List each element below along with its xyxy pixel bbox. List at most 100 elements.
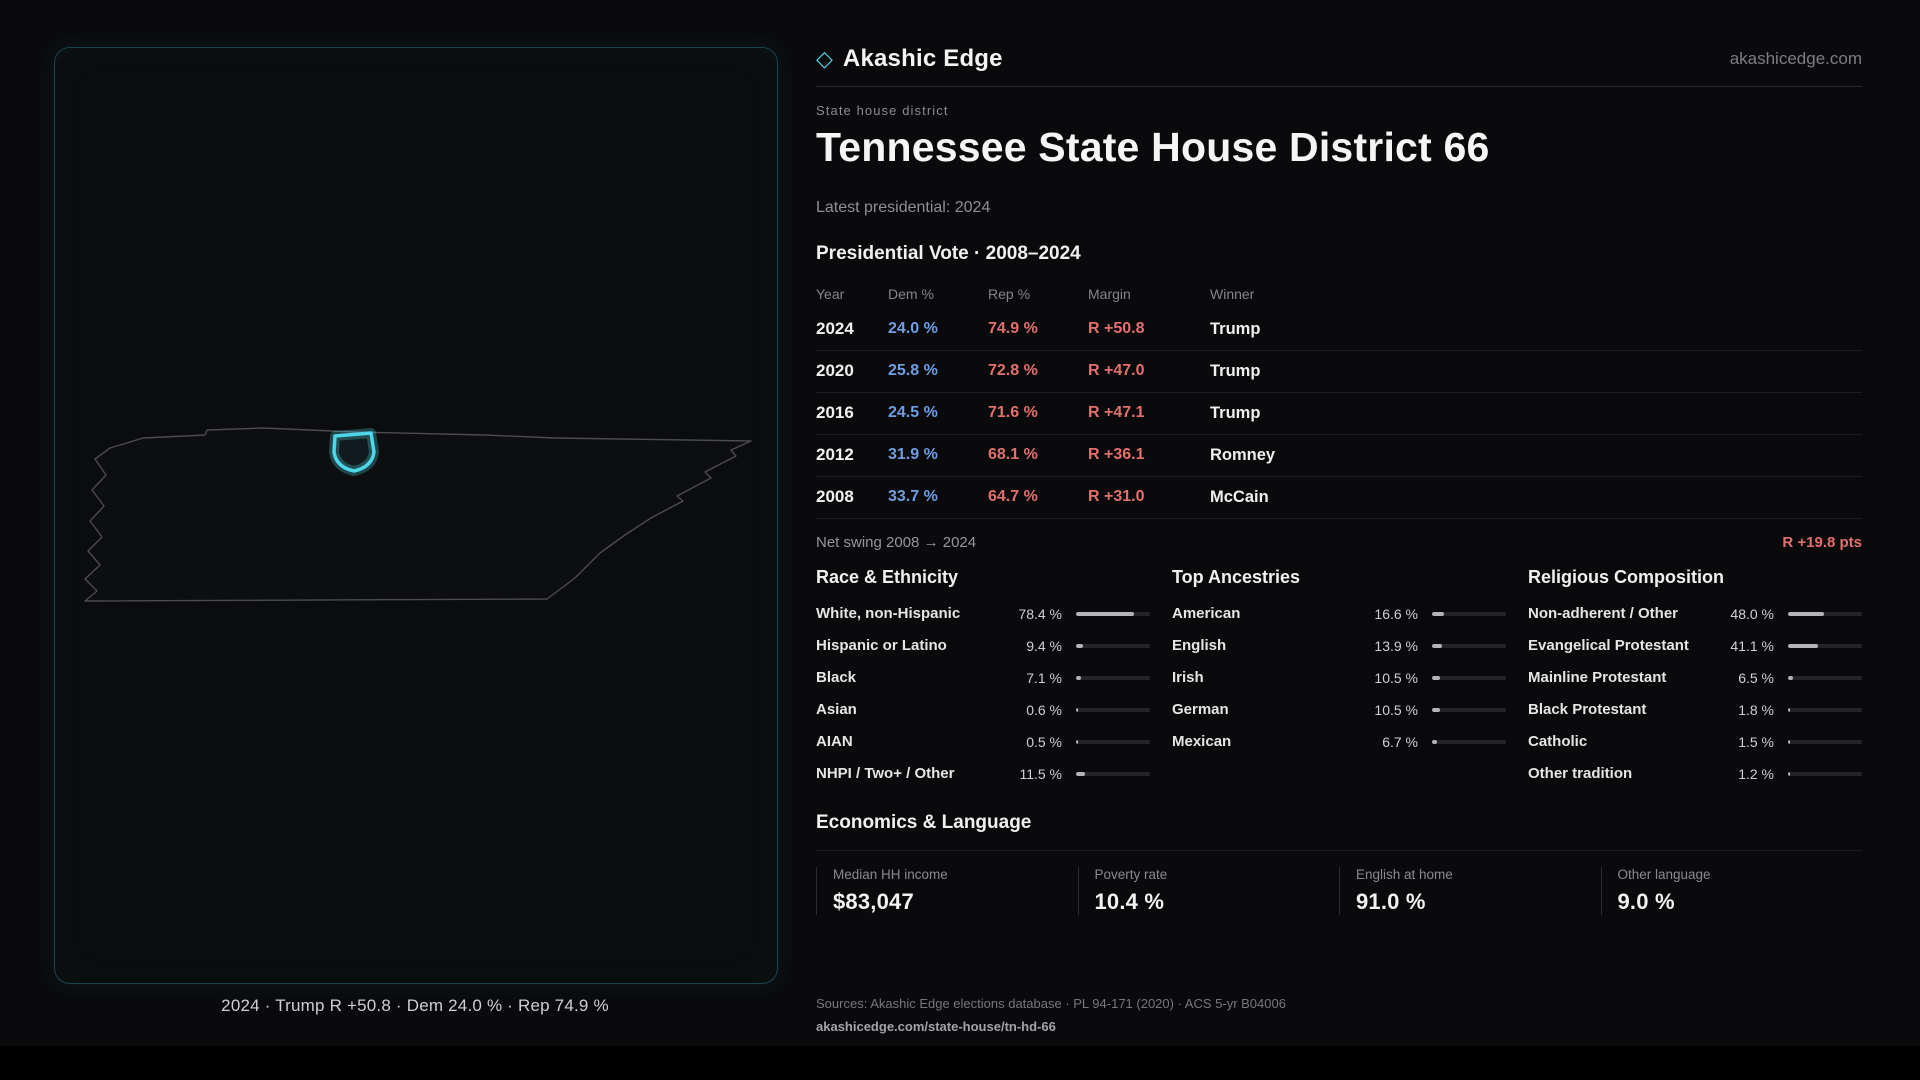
kicker-label: State house district <box>816 103 949 118</box>
demographics-section: Race & Ethnicity White, non-Hispanic 78.… <box>816 567 1862 790</box>
cell-winner: Trump <box>1210 319 1261 338</box>
net-swing-row: Net swing 2008 → 2024 R +19.8 pts <box>816 519 1862 563</box>
cell-dem: 33.7 % <box>888 488 938 506</box>
item-bar <box>1076 611 1150 616</box>
item-bar-fill <box>1788 771 1791 776</box>
item-value: 1.5 % <box>1738 733 1774 750</box>
item-bar-fill <box>1076 675 1082 680</box>
item-value: 78.4 % <box>1018 605 1062 622</box>
ancestries-column: Top Ancestries American 16.6 % English 1… <box>1172 567 1506 790</box>
item-bar-fill <box>1076 611 1135 616</box>
cell-year: 2012 <box>816 445 854 465</box>
state-map <box>84 427 752 602</box>
item-bar-fill <box>1788 611 1824 616</box>
item-value: 16.6 % <box>1374 605 1418 622</box>
table-row: 2008 33.7 % 64.7 % R +31.0 McCain <box>816 477 1862 519</box>
item-label: Mexican <box>1172 733 1232 751</box>
item-label: White, non-Hispanic <box>816 605 961 623</box>
table-row: 2012 31.9 % 68.1 % R +36.1 Romney <box>816 435 1862 477</box>
item-bar <box>1788 771 1862 776</box>
page-title: Tennessee State House District 66 <box>816 124 1490 170</box>
item-bar <box>1076 643 1150 648</box>
item-bar <box>1788 707 1862 712</box>
stat-value: $83,047 <box>833 888 914 914</box>
main-content: ◇ Akashic Edge akashicedge.com State hou… <box>816 40 1862 915</box>
net-swing-value: R +19.8 pts <box>1782 533 1862 551</box>
list-item: Catholic 1.5 % <box>1528 726 1862 758</box>
item-bar-fill <box>1788 707 1791 712</box>
brand-domain-link[interactable]: akashicedge.com <box>1729 49 1862 68</box>
cell-winner: Trump <box>1210 403 1261 422</box>
list-item: Irish 10.5 % <box>1172 662 1506 694</box>
item-bar <box>1076 675 1150 680</box>
cell-dem: 24.5 % <box>888 404 938 422</box>
stat-poverty-rate: Poverty rate 10.4 % <box>1077 866 1340 915</box>
cell-margin: R +31.0 <box>1088 488 1145 506</box>
item-label: Irish <box>1172 669 1204 687</box>
stat-label: Median HH income <box>833 866 948 882</box>
cell-winner: Romney <box>1210 445 1276 464</box>
item-bar <box>1432 611 1506 616</box>
district-66-highlight[interactable] <box>332 431 376 473</box>
tennessee-outline <box>84 427 752 602</box>
presidential-vote-table: Year Dem % Rep % Margin Winner 2024 24.0… <box>816 279 1862 519</box>
header-divider <box>816 86 1862 87</box>
list-item: Other tradition 1.2 % <box>1528 758 1862 790</box>
cell-rep: 68.1 % <box>988 446 1038 464</box>
stat-value: 10.4 % <box>1094 888 1165 914</box>
list-item: Evangelical Protestant 41.1 % <box>1528 630 1862 662</box>
item-label: Non-adherent / Other <box>1528 605 1679 623</box>
vote-section-title: Presidential Vote · 2008–2024 <box>816 242 1081 264</box>
item-value: 48.0 % <box>1730 605 1774 622</box>
latest-presidential-label: Latest presidential: 2024 <box>816 198 991 216</box>
cell-winner: McCain <box>1210 487 1269 506</box>
list-item: White, non-Hispanic 78.4 % <box>816 598 1150 630</box>
item-bar <box>1788 611 1862 616</box>
map-caption: 2024 · Trump R +50.8 · Dem 24.0 % · Rep … <box>221 996 609 1015</box>
item-bar <box>1788 739 1862 744</box>
cell-margin: R +36.1 <box>1088 446 1145 464</box>
list-item: Non-adherent / Other 48.0 % <box>1528 598 1862 630</box>
list-item: NHPI / Two+ / Other 11.5 % <box>816 758 1150 790</box>
table-row: 2024 24.0 % 74.9 % R +50.8 Trump <box>816 309 1862 351</box>
header-bar: ◇ Akashic Edge akashicedge.com <box>816 40 1862 78</box>
item-bar-fill <box>1788 675 1793 680</box>
item-value: 0.6 % <box>1026 701 1062 718</box>
item-value: 41.1 % <box>1730 637 1774 654</box>
item-bar-fill <box>1432 675 1440 680</box>
cell-margin: R +47.1 <box>1088 404 1145 422</box>
item-bar <box>1432 675 1506 680</box>
cell-year: 2020 <box>816 361 854 381</box>
cell-winner: Trump <box>1210 361 1261 380</box>
stat-english-at-home: English at home 91.0 % <box>1339 866 1601 915</box>
item-label: Evangelical Protestant <box>1528 637 1689 655</box>
list-item: AIAN 0.5 % <box>816 726 1150 758</box>
item-bar <box>1788 675 1862 680</box>
item-label: NHPI / Two+ / Other <box>816 765 955 783</box>
economics-section-title: Economics & Language <box>816 811 1032 833</box>
col-dem: Dem % <box>888 285 934 302</box>
item-value: 9.4 % <box>1026 637 1062 654</box>
permalink[interactable]: akashicedge.com/state-house/tn-hd-66 <box>816 1019 1056 1034</box>
item-bar-fill <box>1432 643 1443 648</box>
brand-name: Akashic Edge <box>842 45 1003 72</box>
item-bar-fill <box>1432 611 1445 616</box>
cell-rep: 72.8 % <box>988 362 1038 380</box>
item-bar-fill <box>1788 643 1819 648</box>
item-bar-fill <box>1432 739 1437 744</box>
item-bar-fill <box>1076 643 1083 648</box>
item-label: Black <box>816 669 857 687</box>
table-row: 2020 25.8 % 72.8 % R +47.0 Trump <box>816 351 1862 393</box>
item-bar <box>1432 707 1506 712</box>
item-label: German <box>1172 701 1229 719</box>
list-item: Mexican 6.7 % <box>1172 726 1506 758</box>
list-item: Hispanic or Latino 9.4 % <box>816 630 1150 662</box>
list-item: Black 7.1 % <box>816 662 1150 694</box>
religion-column: Religious Composition Non-adherent / Oth… <box>1528 567 1862 790</box>
economics-stats: Median HH income $83,047 Poverty rate 10… <box>816 849 1862 915</box>
cell-rep: 74.9 % <box>988 320 1038 338</box>
diamond-logo-icon: ◇ <box>816 46 833 71</box>
table-header-row: Year Dem % Rep % Margin Winner <box>816 279 1862 309</box>
item-bar <box>1076 707 1150 712</box>
